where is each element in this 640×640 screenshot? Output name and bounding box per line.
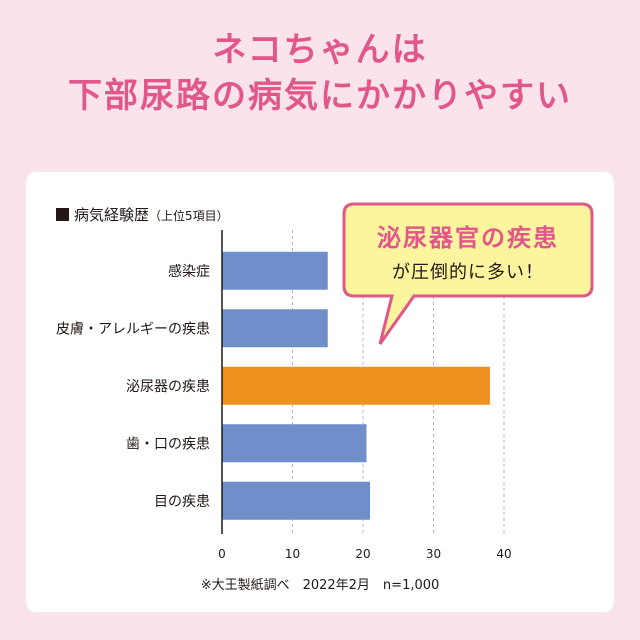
category-label: 目の疾患 [154,494,210,510]
footnote: ※大王製紙調べ 2022年2月 n=1,000 [200,578,440,593]
bar [222,424,367,463]
chart-subtitle: （上位5項目） [149,209,229,223]
chart-title: 病気経験歴（上位5項目） [56,204,229,225]
callout-main-text: 泌尿器官の疾患 [377,224,559,252]
square-icon [56,208,69,221]
headline-line-1: ネコちゃんは [212,30,428,70]
bar [222,251,328,290]
bar [222,366,490,405]
category-label: 泌尿器の疾患 [126,379,210,395]
x-tick-label: 0 [218,547,226,561]
headline-line-2: 下部尿路の病気にかかりやすい [68,76,572,116]
callout-bubble: 泌尿器官の疾患 が圧倒的に多い！ [342,202,594,345]
category-label: 歯・口の疾患 [126,436,210,452]
x-tick-label: 20 [355,547,370,561]
x-tick-label: 40 [496,547,511,561]
header-banner: ネコちゃんは 下部尿路の病気にかかりやすい [0,0,640,146]
bar [222,481,371,520]
x-tick-label: 10 [285,547,300,561]
callout-sub-text: が圧倒的に多い！ [392,262,544,283]
category-label: 皮膚・アレルギーの疾患 [56,321,210,337]
bar [222,309,328,348]
chart-card: 病気経験歴（上位5項目） 0 10 20 30 40 感染症皮膚・アレルギーの疾患泌尿器の… [26,172,614,612]
x-tick-label: 30 [426,547,441,561]
callout-shape [342,202,594,345]
category-label: 感染症 [168,263,210,280]
chart-title-text: 病気経験歴 [74,206,150,224]
